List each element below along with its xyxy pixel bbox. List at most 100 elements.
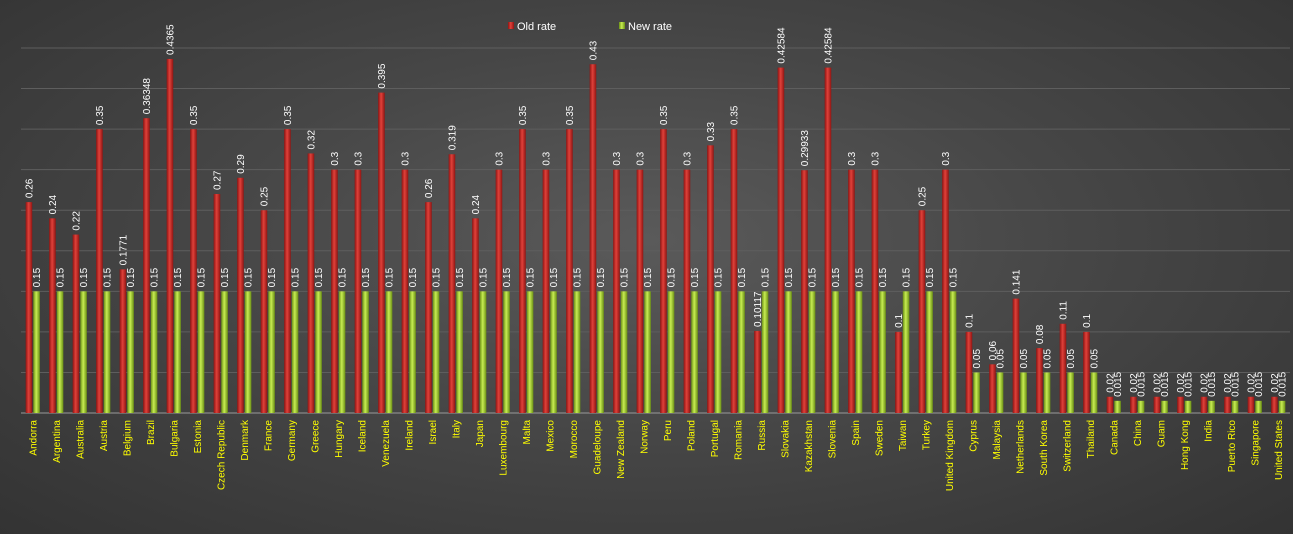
data-label-new-rate: 0.15 <box>432 267 443 287</box>
data-label-old-rate: 0.02 <box>1176 373 1187 393</box>
category-label: Belgium <box>122 420 133 456</box>
category-label: Australia <box>75 420 86 459</box>
bar-old-rate <box>307 153 315 413</box>
bar-old-rate <box>942 169 949 413</box>
data-label-new-rate: 0.15 <box>690 267 701 287</box>
bar-new-rate <box>949 291 957 413</box>
bar-old-rate <box>237 177 244 413</box>
data-label-old-rate: 0.42584 <box>823 27 834 64</box>
data-label-old-rate: 0.26 <box>24 178 35 198</box>
bar-new-rate <box>996 372 1004 413</box>
category-label: Japan <box>475 420 486 447</box>
category-label: Kazakhstan <box>804 420 815 472</box>
category-label: Hungary <box>334 420 345 458</box>
bar-old-rate <box>260 210 268 413</box>
data-label-old-rate: 0.02 <box>1270 373 1281 393</box>
data-labels: 0.26 0.15 0.24 0.15 0.22 0.15 0.35 0.15 0.1771 0.… <box>24 24 1288 397</box>
data-label-old-rate: 0.3 <box>612 151 623 165</box>
bar-old-rate <box>448 154 456 413</box>
category-label: Sweden <box>874 420 885 456</box>
bar-old-rate <box>213 194 221 413</box>
bar-new-rate <box>56 291 64 413</box>
bar-old-rate <box>566 129 573 413</box>
category-label: Andorra <box>28 420 39 456</box>
data-label-old-rate: 0.25 <box>259 186 270 206</box>
bar-new-rate <box>1043 372 1051 413</box>
data-label-old-rate: 0.3 <box>870 151 881 165</box>
bar-old-rate <box>895 331 902 413</box>
data-label-old-rate: 0.32 <box>306 130 317 150</box>
bar-new-rate <box>244 291 252 413</box>
data-label-new-rate: 0.15 <box>267 267 278 287</box>
bar-new-rate <box>879 291 886 413</box>
bar-new-rate <box>785 291 792 413</box>
data-label-old-rate: 0.35 <box>95 105 106 125</box>
bar-new-rate <box>667 291 675 413</box>
data-label-new-rate: 0.15 <box>361 267 372 287</box>
bar-old-rate <box>378 92 385 413</box>
data-label-old-rate: 0.1 <box>964 314 975 328</box>
bar-new-rate <box>691 291 698 413</box>
bar-old-rate <box>777 67 785 414</box>
data-label-old-rate: 0.24 <box>471 194 482 214</box>
bar-old-rate <box>1177 396 1184 413</box>
data-label-new-rate: 0.15 <box>502 267 513 287</box>
category-label: Greece <box>310 420 321 453</box>
bar-old-rate <box>1224 396 1231 413</box>
data-label-old-rate: 0.22 <box>71 211 82 231</box>
bar-old-rate <box>1247 396 1255 413</box>
category-label: Morocco <box>569 420 580 459</box>
category-label: China <box>1133 420 1144 447</box>
data-label-old-rate: 0.35 <box>189 105 200 125</box>
category-label: Netherlands <box>1015 420 1026 474</box>
gridlines <box>21 47 1290 414</box>
category-label: Malta <box>522 420 533 445</box>
bar-new-rate <box>832 291 839 413</box>
bar-old-rate <box>401 169 409 413</box>
data-label-new-rate: 0.15 <box>831 267 842 287</box>
bar-new-rate <box>80 291 87 413</box>
data-label-old-rate: 0.35 <box>283 105 294 125</box>
category-label: United Kingdom <box>945 420 956 491</box>
data-label-old-rate: 0.1 <box>894 314 905 328</box>
data-label-old-rate: 0.3 <box>682 151 693 165</box>
bar-new-rate <box>1020 372 1027 413</box>
data-label-old-rate: 0.33 <box>706 121 717 141</box>
bar-old-rate <box>754 330 761 413</box>
legend-marker-old-rate <box>508 22 514 29</box>
data-label-new-rate: 0.15 <box>902 267 913 287</box>
category-label: Norway <box>639 420 650 454</box>
data-label-old-rate: 0.29933 <box>800 130 811 167</box>
bar-old-rate <box>1200 396 1208 413</box>
data-label-new-rate: 0.15 <box>338 267 349 287</box>
bar-new-rate <box>526 291 534 413</box>
category-label: Venezuela <box>381 420 392 467</box>
bar-old-rate <box>613 169 620 413</box>
bar-old-rate <box>119 269 127 413</box>
bar-new-rate <box>103 291 111 413</box>
data-label-new-rate: 0.015 <box>1254 371 1265 396</box>
bar-new-rate <box>432 291 440 413</box>
data-label-new-rate: 0.015 <box>1137 371 1148 396</box>
data-label-old-rate: 0.06 <box>988 340 999 360</box>
data-label-new-rate: 0.15 <box>479 267 490 287</box>
bar-old-rate <box>636 169 644 413</box>
bar-old-rate <box>25 202 33 413</box>
data-label-new-rate: 0.015 <box>1184 371 1195 396</box>
category-label: Switzerland <box>1062 420 1073 472</box>
category-label: Guadeloupe <box>592 420 603 475</box>
data-label-old-rate: 0.26 <box>424 178 435 198</box>
category-label: New Zealand <box>616 420 627 479</box>
data-label-new-rate: 0.15 <box>408 267 419 287</box>
bar-new-rate <box>221 291 228 413</box>
category-label: Austria <box>99 420 110 452</box>
bar-old-rate <box>660 129 667 413</box>
data-label-new-rate: 0.15 <box>949 267 960 287</box>
category-label: Spain <box>851 420 862 446</box>
data-label-new-rate: 0.15 <box>878 267 889 287</box>
category-label: Denmark <box>240 419 251 461</box>
bar-old-rate <box>519 129 526 413</box>
data-label-new-rate: 0.15 <box>737 267 748 287</box>
bar-old-rate <box>166 58 174 413</box>
